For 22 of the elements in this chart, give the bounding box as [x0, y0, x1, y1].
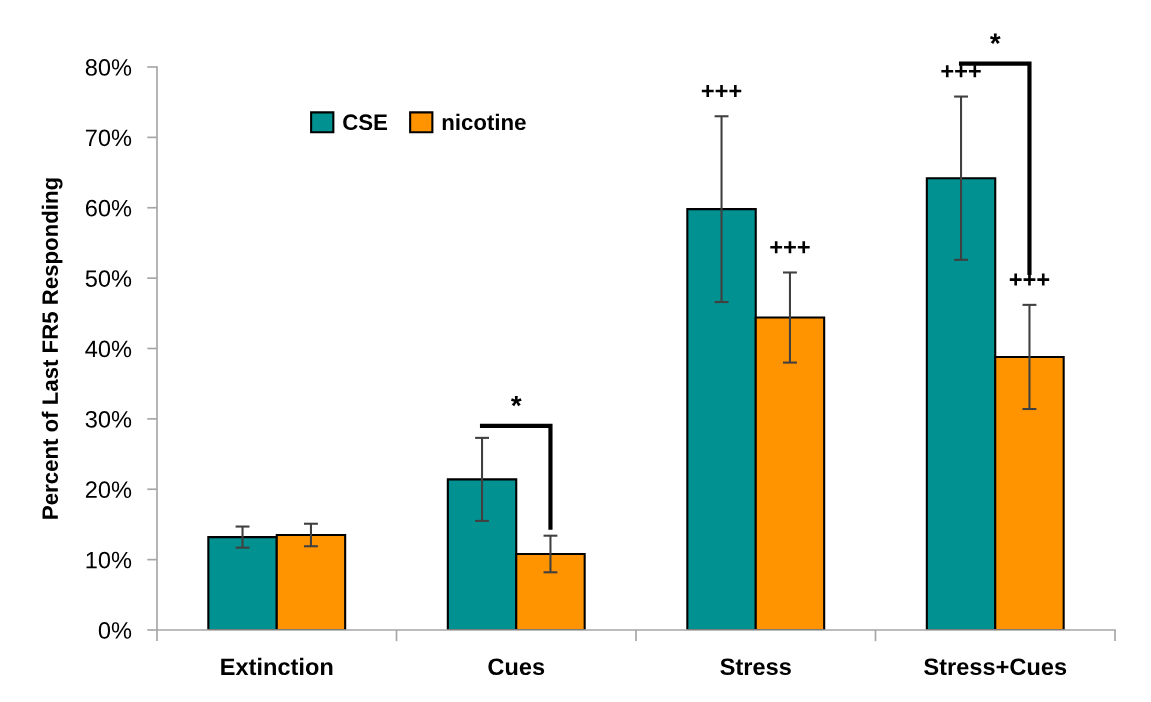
x-tick-label: Stress [720, 658, 791, 676]
y-tick-label: 0% [98, 622, 132, 639]
y-axis-title: Percent of Last FR5 Responding [41, 178, 63, 519]
y-tick-label: 40% [85, 340, 132, 358]
x-tick-label: Stress+Cues [924, 658, 1067, 676]
legend-label: nicotine [442, 113, 526, 131]
annotation: +++ [701, 85, 742, 98]
y-tick-label: 50% [85, 270, 132, 287]
text: * [989, 33, 1001, 44]
y-tick-label: 70% [85, 129, 132, 147]
legend-label: CSE [343, 114, 388, 131]
y-tick-label: 60% [85, 199, 132, 217]
annotation: +++ [770, 241, 810, 254]
annotation: +++ [941, 65, 981, 78]
x-tick-label: Cues [488, 658, 545, 676]
x-tick-label: Extinction [221, 657, 333, 676]
y-tick-label: 20% [85, 481, 132, 499]
annotation: +++ [1009, 273, 1050, 286]
y-tick-label: 10% [86, 551, 132, 569]
y-tick-label: 80% [85, 59, 132, 76]
y-tick-label: 30% [85, 410, 132, 428]
annotation: * [510, 395, 522, 407]
